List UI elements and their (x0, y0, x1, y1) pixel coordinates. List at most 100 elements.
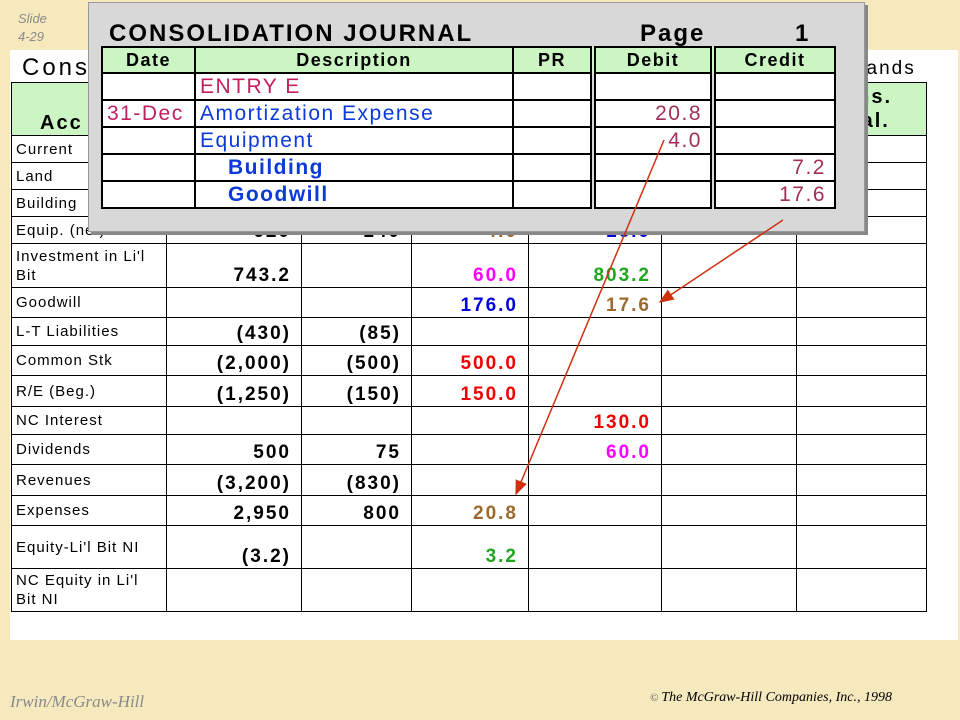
journal-date (101, 72, 196, 101)
table-row: Expenses 2,950 800 20.8 (11, 495, 927, 526)
credit-column-header: Credit (714, 46, 836, 74)
subsidiary-cell (301, 568, 412, 612)
cons-bal-cell (796, 287, 927, 318)
parent-cell (166, 287, 302, 318)
table-row: Goodwill 176.0 17.6 (11, 287, 927, 318)
debit-cell: 60.0 (411, 243, 529, 288)
credit-cell: 130.0 (528, 406, 662, 435)
parent-cell: 2,950 (166, 495, 302, 526)
table-row: Equity-Li'l Bit NI (3.2) 3.2 (11, 525, 927, 569)
cons-bal-cell (796, 375, 927, 407)
journal-debit: 20.8 (594, 99, 712, 128)
account-label: Expenses (11, 495, 167, 526)
column-gap (590, 47, 596, 73)
cons-bal-cell (796, 495, 927, 526)
credit-cell (528, 525, 662, 569)
consolidation-journal-panel: CONSOLIDATION JOURNAL Page 1 Date Descri… (88, 2, 865, 232)
journal-page-label: Page (640, 20, 706, 47)
table-row: L-T Liabilities (430) (85) (11, 317, 927, 346)
nci-cell (661, 525, 797, 569)
journal-date (101, 153, 196, 182)
journal-debit (594, 180, 712, 209)
account-label: Goodwill (11, 287, 167, 318)
debit-cell: 500.0 (411, 345, 529, 376)
journal-date (101, 126, 196, 155)
credit-cell (528, 464, 662, 496)
date-column-header: Date (101, 46, 196, 74)
parent-cell: 743.2 (166, 243, 302, 288)
journal-row: 31-Dec Amortization Expense 20.8 (101, 99, 836, 128)
subsidiary-cell: (85) (301, 317, 412, 346)
journal-credit: 7.2 (714, 153, 836, 182)
cons-bal-cell (796, 406, 927, 435)
account-label: NC Interest (11, 406, 167, 435)
subsidiary-cell: (830) (301, 464, 412, 496)
subsidiary-cell: 800 (301, 495, 412, 526)
column-gap (710, 127, 716, 154)
subsidiary-cell: 75 (301, 434, 412, 465)
column-gap (710, 100, 716, 127)
credit-cell (528, 375, 662, 407)
credit-cell: 803.2 (528, 243, 662, 288)
journal-date: 31-Dec (101, 99, 196, 128)
debit-cell: 176.0 (411, 287, 529, 318)
account-label: Investment in Li'l Bit (11, 243, 167, 288)
table-row: NC Interest 130.0 (11, 406, 927, 435)
nci-cell (661, 375, 797, 407)
slide-number: Slide 4-29 (18, 10, 58, 46)
nci-cell (661, 287, 797, 318)
journal-date (101, 180, 196, 209)
journal-table: Date Description PR Debit Credit ENTRY E… (101, 46, 836, 209)
cons-bal-cell (796, 464, 927, 496)
journal-row: Equipment 4.0 (101, 126, 836, 155)
account-label: L-T Liabilities (11, 317, 167, 346)
journal-description: Building (194, 153, 514, 182)
account-label: Revenues (11, 464, 167, 496)
description-column-header: Description (194, 46, 514, 74)
account-label: Dividends (11, 434, 167, 465)
journal-debit (594, 72, 712, 101)
nci-cell (661, 568, 797, 612)
column-gap (710, 181, 716, 208)
journal-header-row: Date Description PR Debit Credit (101, 46, 836, 74)
column-gap (710, 154, 716, 181)
column-gap (590, 73, 596, 100)
slide-number-value: 4-29 (18, 29, 45, 44)
table-row: R/E (Beg.) (1,250) (150) 150.0 (11, 375, 927, 407)
nci-cell (661, 495, 797, 526)
journal-row: ENTRY E (101, 72, 836, 101)
credit-cell: 60.0 (528, 434, 662, 465)
journal-credit (714, 72, 836, 101)
publisher-logo: Irwin/McGraw-Hill (10, 692, 145, 711)
journal-title: CONSOLIDATION JOURNAL (109, 20, 474, 47)
table-row: NC Equity in Li'l Bit NI (11, 568, 927, 612)
worksheet-title: Cons (22, 54, 91, 81)
parent-cell: (3,200) (166, 464, 302, 496)
cons-bal-cell (796, 345, 927, 376)
journal-pr (512, 72, 592, 101)
parent-cell: (1,250) (166, 375, 302, 407)
table-row: Revenues (3,200) (830) (11, 464, 927, 496)
debit-cell (411, 434, 529, 465)
parent-cell (166, 568, 302, 612)
journal-debit (594, 153, 712, 182)
account-label: R/E (Beg.) (11, 375, 167, 407)
credit-cell (528, 495, 662, 526)
column-gap (710, 47, 716, 73)
journal-description: Amortization Expense (194, 99, 514, 128)
journal-pr (512, 153, 592, 182)
parent-cell: (3.2) (166, 525, 302, 569)
debit-cell (411, 406, 529, 435)
parent-cell: (430) (166, 317, 302, 346)
cons-bal-cell (796, 434, 927, 465)
credit-cell (528, 345, 662, 376)
credit-cell (528, 317, 662, 346)
journal-page-number: 1 (795, 20, 809, 47)
nci-cell (661, 464, 797, 496)
table-row: Dividends 500 75 60.0 (11, 434, 927, 465)
parent-cell (166, 406, 302, 435)
journal-description: ENTRY E (194, 72, 514, 101)
table-row: Investment in Li'l Bit 743.2 60.0 803.2 (11, 243, 927, 288)
journal-credit (714, 99, 836, 128)
slide-label: Slide (18, 11, 47, 26)
